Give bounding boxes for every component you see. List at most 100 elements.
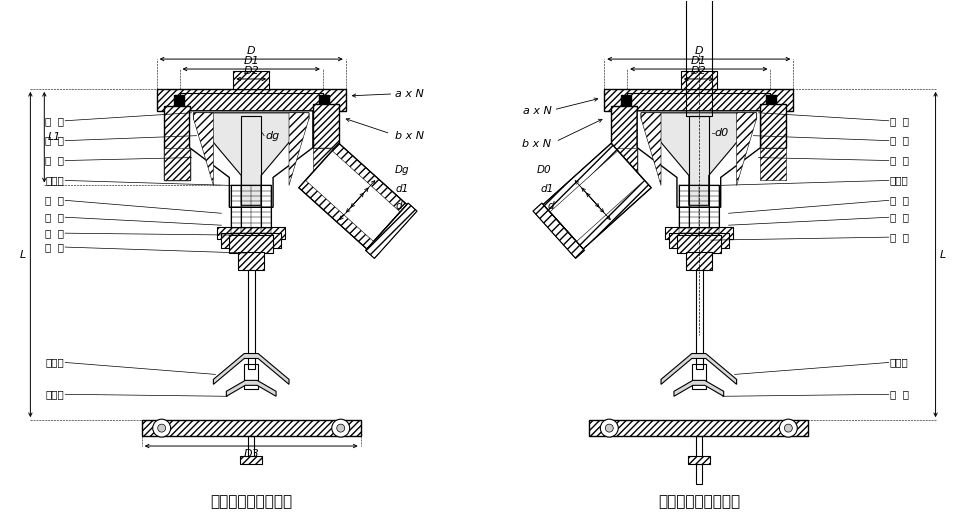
Bar [244,364,258,390]
Polygon shape [637,111,760,207]
Bar [313,104,338,148]
Bar [238,252,264,270]
Text: D2: D2 [243,66,259,76]
Bar [221,233,281,248]
Text: Dg: Dg [395,165,410,175]
Text: D1: D1 [243,56,259,66]
Text: 孔  板: 孔 板 [45,116,64,126]
Text: 支  架: 支 架 [889,212,908,222]
Polygon shape [190,111,313,207]
Circle shape [605,424,613,432]
Text: 大手轮: 大手轮 [889,358,907,368]
Bar [687,456,709,464]
Text: d1: d1 [395,184,408,194]
Polygon shape [365,203,416,258]
Text: 阀  芯: 阀 芯 [889,135,908,145]
Bar [221,233,281,248]
Text: 阀  芯: 阀 芯 [45,135,64,145]
Circle shape [157,424,166,432]
Bar [173,95,183,105]
Circle shape [783,424,792,432]
Bar [688,116,708,235]
Text: b x N: b x N [522,139,551,149]
Text: D2: D2 [690,66,706,76]
Polygon shape [213,353,289,384]
Text: a x N: a x N [522,106,551,116]
Bar [691,364,705,390]
Text: a x N: a x N [395,89,424,99]
Bar [164,106,190,181]
Polygon shape [673,381,723,396]
Bar [248,436,253,458]
Text: 下展示放料阀结构图: 下展示放料阀结构图 [657,494,740,509]
Bar [611,106,637,181]
Bar [664,227,732,239]
Bar [318,95,329,105]
Bar [231,185,271,233]
Text: 阀  杆: 阀 杆 [45,242,64,252]
Text: 密封圈: 密封圈 [46,175,64,185]
Polygon shape [533,203,584,258]
Text: d0: d0 [714,128,728,138]
Bar [241,116,261,235]
Bar [179,93,322,111]
Text: D0: D0 [536,165,550,175]
Bar [620,95,631,105]
Text: b x N: b x N [395,131,424,141]
Bar [156,89,345,111]
Text: 阀  体: 阀 体 [889,155,908,165]
Bar [238,252,264,270]
Text: dg: dg [265,131,279,141]
Bar [760,104,785,148]
Bar [603,89,793,111]
Bar [603,89,793,111]
Text: 螺  杆: 螺 杆 [889,232,908,242]
Bar [765,95,776,105]
Bar [677,235,720,253]
Bar [664,227,732,239]
Bar [677,235,720,253]
Polygon shape [576,180,651,249]
Text: D: D [247,46,255,56]
Bar [233,71,269,89]
Bar [142,420,360,436]
Bar [626,93,770,111]
Text: 支  架: 支 架 [45,212,64,222]
Polygon shape [164,148,190,181]
Bar [217,227,285,239]
Bar [229,235,273,253]
Polygon shape [332,143,406,212]
Bar [685,0,711,116]
Polygon shape [760,148,785,181]
Text: 压  盖: 压 盖 [45,195,64,205]
Text: d: d [395,202,402,212]
Text: 孔  板: 孔 板 [889,116,908,126]
Text: L: L [20,249,27,259]
Text: 丝  杆: 丝 杆 [45,228,64,238]
Bar [680,71,716,89]
Circle shape [599,419,618,437]
Bar [164,106,190,181]
Polygon shape [298,180,374,249]
Polygon shape [226,381,275,396]
Bar [626,93,770,111]
Circle shape [336,424,344,432]
Bar [142,420,360,436]
Polygon shape [289,113,309,185]
Bar [240,456,262,464]
Bar [589,420,807,436]
Bar [680,71,716,89]
Text: 压  盖: 压 盖 [889,195,908,205]
Polygon shape [542,143,618,212]
Polygon shape [640,113,660,185]
Text: D3: D3 [243,449,259,459]
Bar [685,252,711,270]
Bar [685,252,711,270]
Bar [156,89,345,111]
Bar [668,233,728,248]
Polygon shape [298,143,406,249]
Text: 密封圈: 密封圈 [889,175,907,185]
Bar [313,104,338,148]
Polygon shape [542,143,651,249]
Polygon shape [313,148,338,181]
